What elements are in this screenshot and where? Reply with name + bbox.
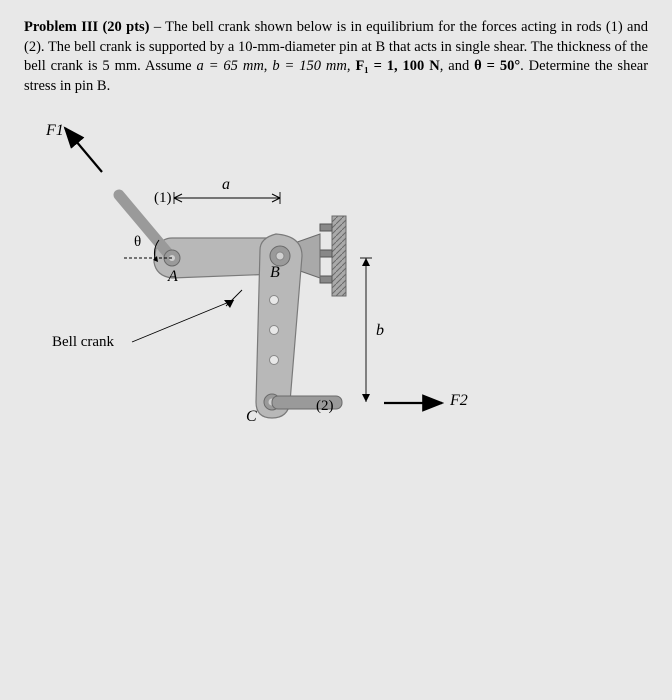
label-f2: F2: [450, 392, 468, 410]
a-eq: a = 65 mm: [197, 58, 264, 74]
b-eq: b = 150 mm: [272, 58, 347, 74]
label-A: A: [168, 268, 178, 286]
problem-title: Problem III (20 pts): [24, 19, 150, 35]
label-B: B: [270, 264, 280, 282]
label-a: a: [222, 176, 230, 194]
bellcrank-leader: [132, 300, 234, 342]
label-b: b: [376, 322, 384, 340]
label-rod2: (2): [316, 398, 334, 415]
label-C: C: [246, 408, 257, 426]
theta-eq: θ = 50°: [474, 58, 520, 74]
figure: F1 F2 (1) (2) a b θ A B C Bell crank: [24, 110, 648, 490]
f1-arrow: [65, 128, 102, 172]
f1-eq: F₁ = 1, 100 N: [355, 58, 439, 74]
label-theta: θ: [134, 234, 141, 251]
label-rod1: (1): [154, 190, 172, 207]
bell-crank-diagram: [24, 110, 644, 490]
label-bellcrank: Bell crank: [52, 334, 114, 351]
label-f1: F1: [46, 122, 64, 140]
problem-statement: Problem III (20 pts) – The bell crank sh…: [24, 18, 648, 96]
wall-plate: [332, 216, 346, 296]
